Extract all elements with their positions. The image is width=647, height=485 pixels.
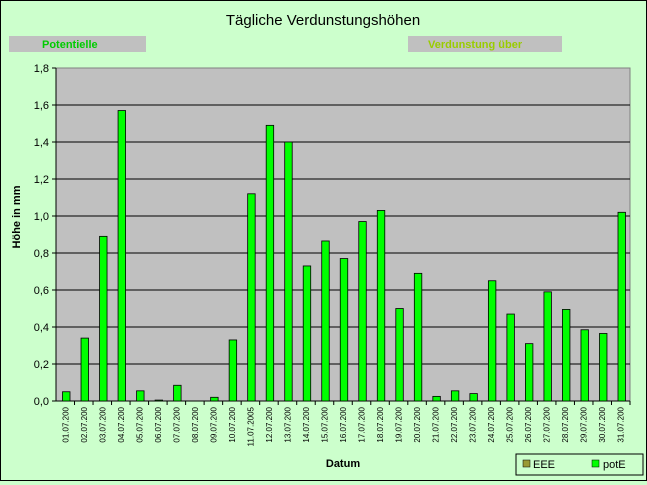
x-tick-label: 15.07.200 [320,406,329,442]
x-tick-label: 27.07.200 [543,406,552,442]
bar-pote [562,309,571,402]
legend-label-pote: potE [603,459,626,471]
x-tick-label: 05.07.200 [135,406,144,442]
y-tick-label: 1,0 [34,211,49,223]
bar-pote [136,390,145,402]
x-tick-label: 11.07.2005 [246,406,255,446]
subtitle-left-box [9,36,146,52]
bar-pote [99,235,108,402]
bar-pote [617,211,626,402]
bar-pote [525,343,534,402]
bar-pote [469,393,478,402]
subtitle-right: Verdunstung über [428,39,523,51]
bar-pote [358,221,367,402]
bar-pote [339,258,349,402]
x-tick-label: 02.07.200 [80,406,89,442]
x-tick-label: 20.07.200 [413,406,422,442]
x-axis-label: Datum [326,458,360,470]
y-tick-label: 0,8 [34,248,49,260]
bar-pote [450,390,460,402]
bar-pote [413,272,423,402]
y-tick-label: 1,4 [34,137,49,149]
bar-pote [173,384,182,402]
legend-swatch-pote [591,459,600,468]
x-tick-label: 30.07.200 [598,406,607,442]
bar-pote [228,339,238,402]
x-tick-label: 23.07.200 [469,406,478,442]
bar-pote [302,265,312,402]
bar-series [62,110,626,402]
y-tick-label: 0,6 [34,285,49,297]
bar-pote [284,141,293,402]
x-tick-label: 28.07.200 [561,406,570,442]
y-tick-label: 1,8 [34,63,49,75]
x-tick-label: 13.07.200 [283,406,292,442]
bar-pote [506,313,515,402]
bar-pote [80,337,89,402]
x-tick-label: 06.07.200 [154,406,163,442]
x-tick-label: 12.07.200 [265,406,274,442]
x-tick-label: 22.07.200 [450,406,459,442]
chart-title: Tägliche Verdunstungshöhen [226,12,420,29]
x-axis-ticks: 01.07.200 02.07.200 03.07.200 04.07.200 05.0… [61,401,631,446]
legend-swatch-eee [522,459,531,468]
legend-label-eee: EEE [533,459,555,471]
bar-pote [395,308,404,402]
bar-pote [432,395,441,402]
x-tick-label: 17.07.200 [358,406,367,442]
subtitle-left: Potentielle [42,39,98,51]
bar-pote [599,333,608,402]
bar-pote [265,124,275,402]
bar-pote [543,291,552,402]
x-tick-label: 07.07.200 [172,406,181,442]
x-tick-label: 10.07.200 [228,406,237,442]
x-tick-label: 14.07.200 [302,406,311,442]
x-tick-label: 01.07.200 [61,406,70,442]
bar-pote [154,399,163,402]
y-axis-label: Höhe in mm [11,185,23,248]
y-tick-label: 0,2 [34,359,49,371]
x-tick-label: 21.07.200 [432,406,441,442]
bar-pote [321,240,330,402]
x-tick-label: 29.07.200 [580,406,589,442]
bar-pote [210,396,219,402]
bar-pote [487,280,497,402]
x-tick-label: 16.07.200 [339,406,348,442]
x-tick-label: 03.07.200 [98,406,107,442]
bar-pote [376,210,386,402]
y-axis-ticks: 0,0 0,2 0,4 0,6 0,8 1,0 1,2 1,4 1,6 1,8 [34,63,56,408]
y-tick-label: 0,0 [34,396,49,408]
bar-pote [247,193,256,402]
bar-pote [117,110,126,402]
x-tick-label: 19.07.200 [395,406,404,442]
x-tick-label: 26.07.200 [524,406,533,442]
subtitle-right-box [408,36,562,52]
y-tick-label: 1,2 [34,174,49,186]
x-tick-label: 09.07.200 [209,406,218,442]
x-tick-label: 04.07.200 [117,406,126,442]
bar-pote [580,329,589,402]
y-tick-label: 0,4 [34,322,49,334]
legend-box [515,453,644,476]
x-tick-label: 18.07.200 [376,406,385,442]
bar-pote [62,391,71,402]
x-tick-label: 25.07.200 [506,406,515,442]
y-tick-label: 1,6 [34,100,49,112]
x-tick-label: 24.07.200 [487,406,496,442]
x-tick-label: 08.07.200 [191,406,200,442]
x-tick-label: 31.07.200 [617,406,626,442]
legend: EEE potE [515,453,644,476]
